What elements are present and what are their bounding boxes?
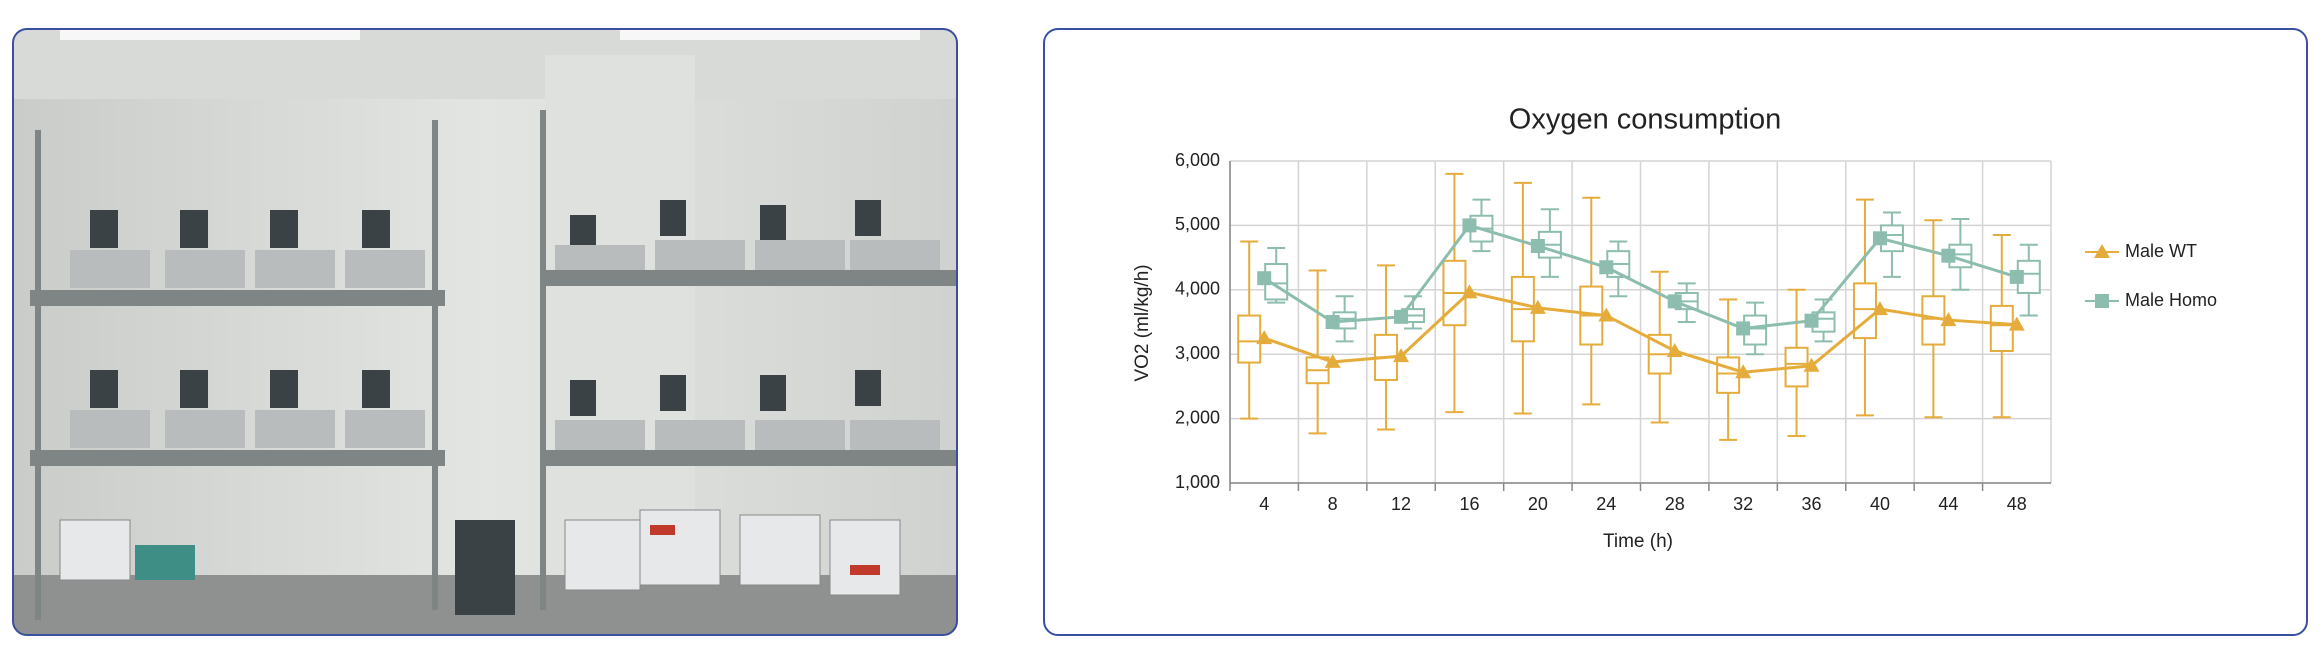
chart-title: Oxygen consumption bbox=[1509, 104, 1781, 136]
mean-marker bbox=[1804, 313, 1819, 328]
box bbox=[1237, 314, 1262, 364]
x-axis-label: Time (h) bbox=[1603, 531, 1673, 552]
mean-marker bbox=[1462, 218, 1477, 233]
x-tick-label: 24 bbox=[1596, 494, 1616, 514]
lab-photo bbox=[13, 29, 957, 635]
mean-marker bbox=[1393, 348, 1410, 363]
x-tick-label: 40 bbox=[1870, 494, 1890, 514]
box bbox=[1716, 356, 1741, 394]
mean-marker bbox=[1461, 284, 1478, 299]
x-tick-label: 4 bbox=[1259, 494, 1269, 514]
x-tick-label: 8 bbox=[1328, 494, 1338, 514]
mean-line bbox=[1263, 223, 2018, 330]
mean-marker bbox=[1736, 321, 1751, 336]
mean-line bbox=[1263, 290, 2017, 374]
mean-marker bbox=[1324, 353, 1341, 368]
box bbox=[1989, 304, 2014, 352]
legend-marker bbox=[2095, 294, 2109, 308]
legend-marker bbox=[2094, 244, 2110, 258]
mean-marker bbox=[1257, 271, 1272, 286]
photo-frame bbox=[12, 28, 958, 636]
mean-marker bbox=[1598, 307, 1615, 322]
x-tick-label: 12 bbox=[1391, 494, 1411, 514]
legend-label: Male Homo bbox=[2125, 290, 2217, 310]
box bbox=[1852, 282, 1877, 340]
mean-marker bbox=[1325, 315, 1340, 329]
mean-marker bbox=[2008, 316, 2025, 331]
y-axis-label: VO2 (ml/kg/h) bbox=[1132, 264, 1153, 381]
mean-marker bbox=[1803, 357, 1820, 372]
mean-marker bbox=[2009, 269, 2024, 284]
mean-marker bbox=[1667, 294, 1682, 309]
y-tick-label: 5,000 bbox=[1175, 214, 1220, 234]
mean-marker bbox=[1872, 231, 1887, 246]
x-tick-label: 32 bbox=[1733, 494, 1753, 514]
mean-marker bbox=[1666, 342, 1683, 357]
x-tick-label: 20 bbox=[1528, 494, 1548, 514]
y-tick-label: 1,000 bbox=[1175, 472, 1220, 492]
y-tick-label: 2,000 bbox=[1175, 407, 1220, 427]
mean-marker bbox=[1940, 312, 1957, 327]
x-tick-label: 48 bbox=[2007, 494, 2027, 514]
mean-marker bbox=[1529, 299, 1546, 314]
x-tick-label: 44 bbox=[1938, 494, 1958, 514]
mean-marker bbox=[1941, 248, 1956, 263]
mean-marker bbox=[1394, 309, 1409, 324]
y-tick-label: 4,000 bbox=[1175, 279, 1220, 299]
mean-marker bbox=[1735, 364, 1752, 379]
mean-marker bbox=[1871, 301, 1888, 316]
x-tick-label: 28 bbox=[1665, 494, 1685, 514]
mean-marker bbox=[1530, 239, 1545, 254]
y-tick-label: 6,000 bbox=[1175, 150, 1220, 170]
x-tick-label: 36 bbox=[1802, 494, 1822, 514]
mean-marker bbox=[1256, 330, 1273, 345]
y-tick-label: 3,000 bbox=[1175, 343, 1220, 363]
mean-marker bbox=[1599, 260, 1614, 275]
legend-label: Male WT bbox=[2125, 241, 2197, 261]
x-tick-label: 16 bbox=[1459, 494, 1479, 514]
